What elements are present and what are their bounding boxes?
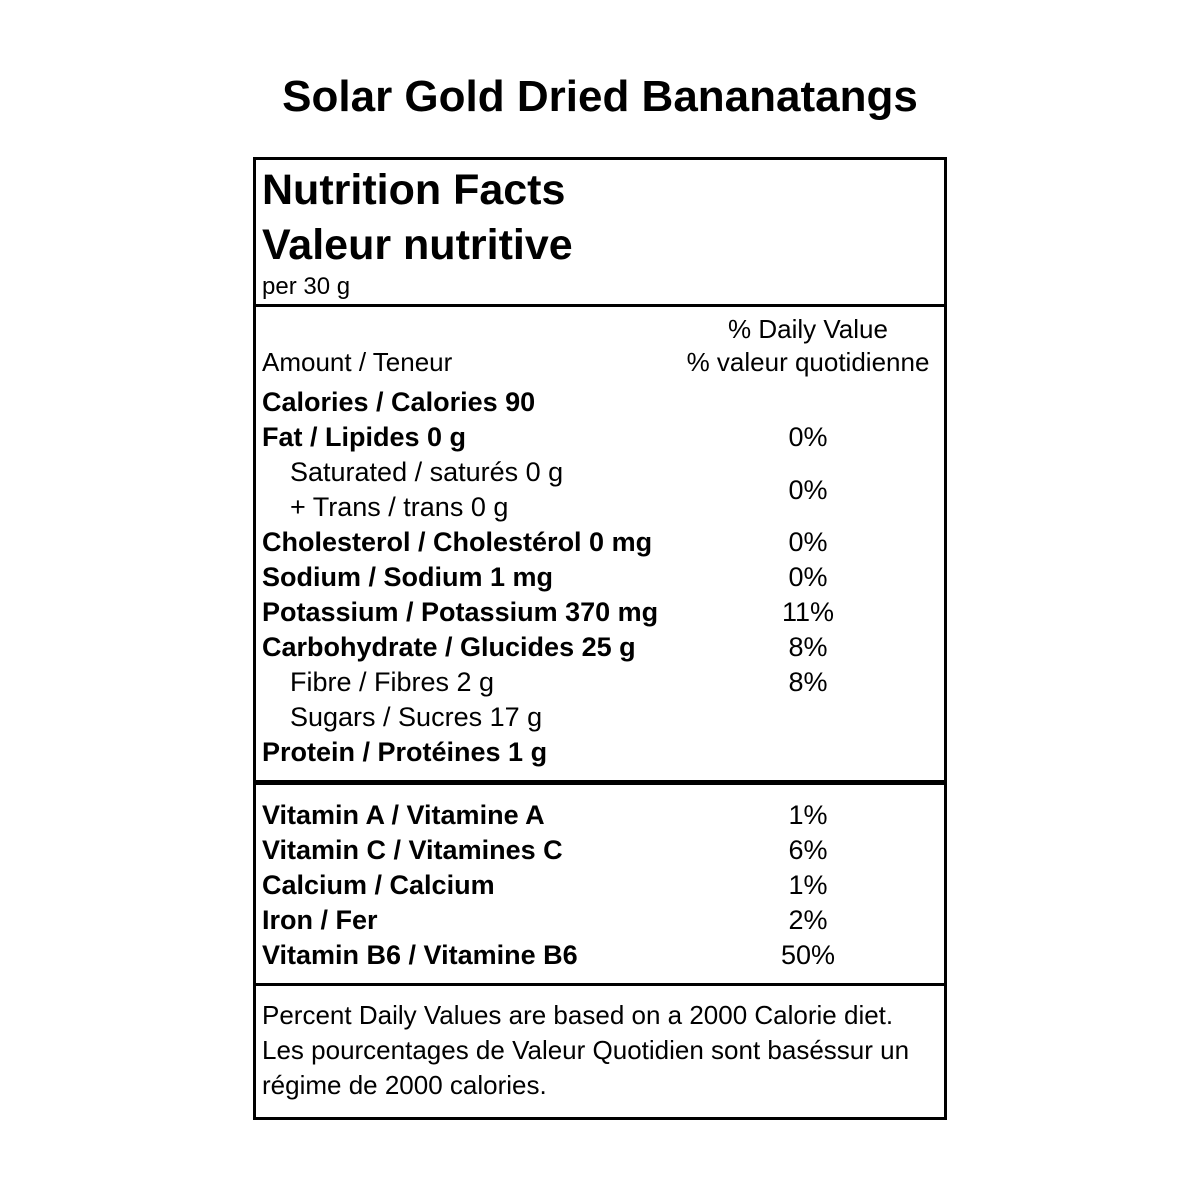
amount-header: Amount / Teneur xyxy=(262,347,453,377)
row-iron: Iron / Fer 2% xyxy=(262,903,944,938)
serving-size: per 30 g xyxy=(262,273,351,300)
daily-value-header-en: % Daily Value xyxy=(728,314,888,344)
nutrient-percent: 50% xyxy=(780,940,836,970)
nutrition-facts-title-en: Nutrition Facts xyxy=(262,166,566,214)
nutrient-percent: 2% xyxy=(788,905,828,935)
row-cholesterol: Cholesterol / Cholestérol 0 mg 0% xyxy=(262,525,944,560)
row-saturated-trans: Saturated / saturés 0 g + Trans / trans … xyxy=(262,455,944,525)
nutrient-percent: 8% xyxy=(788,632,828,662)
nutrient-label: Sodium / Sodium 1 mg xyxy=(262,562,554,592)
row-calories: Calories / Calories 90 xyxy=(262,385,944,420)
row-fat: Fat / Lipides 0 g 0% xyxy=(262,420,944,455)
row-vitamin-a: Vitamin A / Vitamine A 1% xyxy=(262,798,944,833)
row-calcium: Calcium / Calcium 1% xyxy=(262,868,944,903)
nutrient-label: Vitamin A / Vitamine A xyxy=(262,800,545,830)
nutrients-section: Amount / Teneur % Daily Value % valeur q… xyxy=(256,304,944,780)
product-title: Solar Gold Dried Bananatangs xyxy=(282,72,918,121)
nutrient-label: Cholesterol / Cholestérol 0 mg xyxy=(262,527,653,557)
nutrient-label: Vitamin C / Vitamines C xyxy=(262,835,563,865)
daily-value-header-lines: % Daily Value % valeur quotidienne xyxy=(672,313,944,379)
daily-value-header: Amount / Teneur % Daily Value % valeur q… xyxy=(262,313,944,379)
nutrient-label: Sugars / Sucres 17 g xyxy=(290,702,543,732)
nutrient-percent: 0% xyxy=(788,527,828,557)
row-potassium: Potassium / Potassium 370 mg 11% xyxy=(262,595,944,630)
nutrient-percent: 1% xyxy=(788,870,828,900)
nutrient-percent: 11% xyxy=(781,597,835,627)
nutrient-percent: 0% xyxy=(788,562,828,592)
row-sodium: Sodium / Sodium 1 mg 0% xyxy=(262,560,944,595)
nutrient-label: Fibre / Fibres 2 g xyxy=(290,667,495,697)
daily-value-footnote: Percent Daily Values are based on a 2000… xyxy=(256,983,944,1117)
nutrient-label: Iron / Fer xyxy=(262,905,378,935)
nutrient-label: Calories / Calories 90 xyxy=(262,387,536,417)
nutrient-percent: 6% xyxy=(788,835,828,865)
nutrient-label: Carbohydrate / Glucides 25 g xyxy=(262,632,636,662)
row-fibre: Fibre / Fibres 2 g 8% xyxy=(262,665,944,700)
nutrient-percent: 1% xyxy=(788,800,828,830)
nutrient-label: Potassium / Potassium 370 mg xyxy=(262,597,659,627)
nutrition-facts-panel: Nutrition Facts Valeur nutritive per 30 … xyxy=(253,157,947,1120)
nutrient-percent: 8% xyxy=(788,667,828,697)
vitamins-section: Vitamin A / Vitamine A 1% Vitamin C / Vi… xyxy=(256,780,944,983)
nutrient-label-group: Saturated / saturés 0 g + Trans / trans … xyxy=(262,455,672,525)
nutrient-label: Vitamin B6 / Vitamine B6 xyxy=(262,940,578,970)
nutrient-percent: 0% xyxy=(788,422,828,452)
row-protein: Protein / Protéines 1 g xyxy=(262,735,944,770)
footnote-line-fr-2: régime de 2000 calories. xyxy=(262,1070,547,1100)
footnote-line-en: Percent Daily Values are based on a 2000… xyxy=(262,1000,894,1030)
row-vitamin-c: Vitamin C / Vitamines C 6% xyxy=(262,833,944,868)
footnote-line-fr-1: Les pourcentages de Valeur Quotidien son… xyxy=(262,1035,910,1065)
label-header-section: Nutrition Facts Valeur nutritive per 30 … xyxy=(256,160,944,304)
nutrient-label: Fat / Lipides 0 g xyxy=(262,422,467,452)
row-sugars: Sugars / Sucres 17 g xyxy=(262,700,944,735)
nutrient-percent: 0% xyxy=(788,474,828,505)
row-carbohydrate: Carbohydrate / Glucides 25 g 8% xyxy=(262,630,944,665)
nutrient-label-trans: + Trans / trans 0 g xyxy=(290,492,509,522)
nutrient-label-saturated: Saturated / saturés 0 g xyxy=(290,457,564,487)
nutrient-label: Protein / Protéines 1 g xyxy=(262,737,548,767)
nutrient-label: Calcium / Calcium xyxy=(262,870,495,900)
daily-value-header-fr: % valeur quotidienne xyxy=(686,347,930,377)
row-vitamin-b6: Vitamin B6 / Vitamine B6 50% xyxy=(262,938,944,973)
nutrition-facts-title-fr: Valeur nutritive xyxy=(262,221,573,269)
